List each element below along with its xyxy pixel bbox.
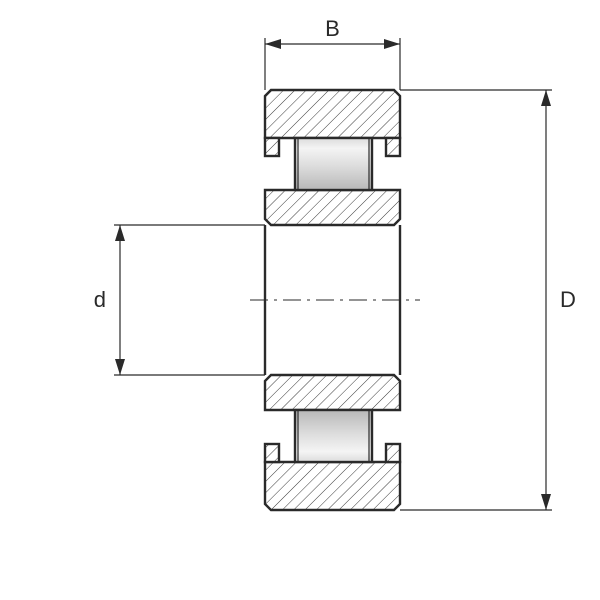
outer-ring-flange	[386, 444, 400, 462]
roller-bottom	[295, 410, 372, 462]
outer-ring-flange	[265, 138, 279, 156]
dim-d-label: d	[94, 287, 106, 312]
outer-ring-bottom	[265, 462, 400, 510]
dim-D-label: D	[560, 287, 576, 312]
outer-ring-flange	[386, 138, 400, 156]
roller-top	[295, 138, 372, 190]
outer-ring-flange	[265, 444, 279, 462]
dim-B-label: B	[325, 16, 340, 41]
outer-ring-top	[265, 90, 400, 138]
inner-ring-top	[265, 190, 400, 225]
inner-ring-bottom	[265, 375, 400, 410]
